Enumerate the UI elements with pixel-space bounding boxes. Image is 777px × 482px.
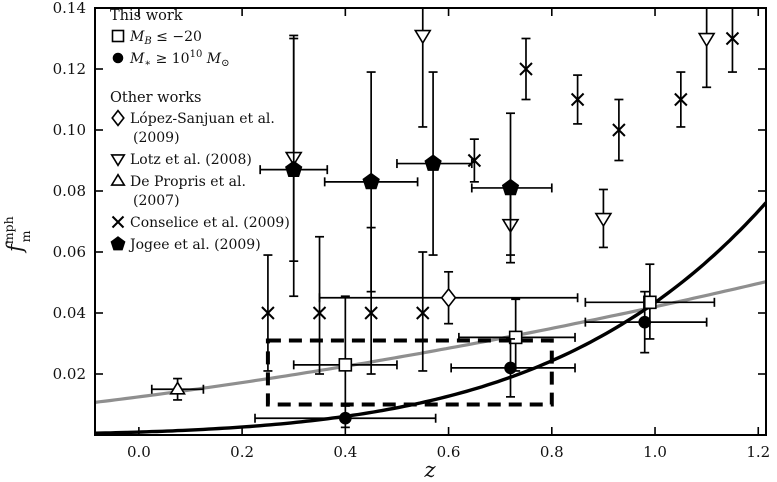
y-tick-label: 0.04	[53, 304, 86, 322]
axes-layer: 0.0 0.2 0.4 0.6 0.8 1.0 1.2 0.02 0.04 0.06 0.08 0.1…	[53, 0, 771, 461]
legend: This work MB ≤ −20 M∗ ≥ 1010 M⊙ Other works…	[110, 8, 290, 253]
legend-item-label: M∗ ≥ 1010 M⊙	[129, 49, 230, 69]
y-tick-label: 0.06	[53, 243, 86, 261]
legend-item-label: (2007)	[133, 193, 180, 209]
plot-data-layer	[95, 8, 766, 435]
y-axis-label: fmph m	[1, 216, 33, 254]
y-tick-label: 0.08	[53, 182, 86, 200]
legend-item-label: Lotz et al. (2008)	[130, 152, 252, 168]
legend-group-title: Other works	[110, 90, 201, 106]
x-axis-label: z	[423, 458, 436, 482]
series-depropris-2007	[150, 377, 205, 401]
x-tick-label: 0.4	[333, 443, 357, 461]
y-tick-label: 0.12	[53, 60, 86, 78]
legend-item-label: MB ≤ −20	[129, 29, 202, 47]
highlight-box	[265, 338, 554, 407]
x-tick-label: 1.0	[643, 443, 667, 461]
series-lotz-2008	[284, 8, 716, 262]
y-tick-label: 0.14	[53, 0, 86, 17]
legend-item-label: López-Sanjuan et al.	[130, 111, 275, 127]
legend-item-label: De Propris et al.	[130, 174, 246, 190]
x-tick-label: 0.6	[437, 443, 461, 461]
axes-frame	[94, 7, 767, 436]
x-tick-label: 0.8	[540, 443, 564, 461]
series-lopez-sanjuan-2009	[318, 270, 579, 325]
legend-item-label: (2009)	[133, 130, 180, 146]
fit-curve	[95, 280, 766, 404]
series-jogee-2009	[259, 37, 553, 298]
y-tick-label: 0.02	[53, 365, 86, 383]
legend-item-label: Conselice et al. (2009)	[130, 215, 290, 231]
x-tick-label: 0.2	[230, 443, 254, 461]
series-conselice-2009	[261, 8, 740, 375]
series-thiswork-mb	[292, 263, 716, 406]
x-tick-label: 0.0	[127, 443, 151, 461]
series-thiswork-mstar	[254, 290, 708, 429]
x-tick-label: 1.2	[746, 443, 770, 461]
legend-item-label: Jogee et al. (2009)	[128, 237, 261, 253]
legend-group-title: This work	[110, 8, 183, 24]
y-tick-label: 0.10	[53, 121, 86, 139]
